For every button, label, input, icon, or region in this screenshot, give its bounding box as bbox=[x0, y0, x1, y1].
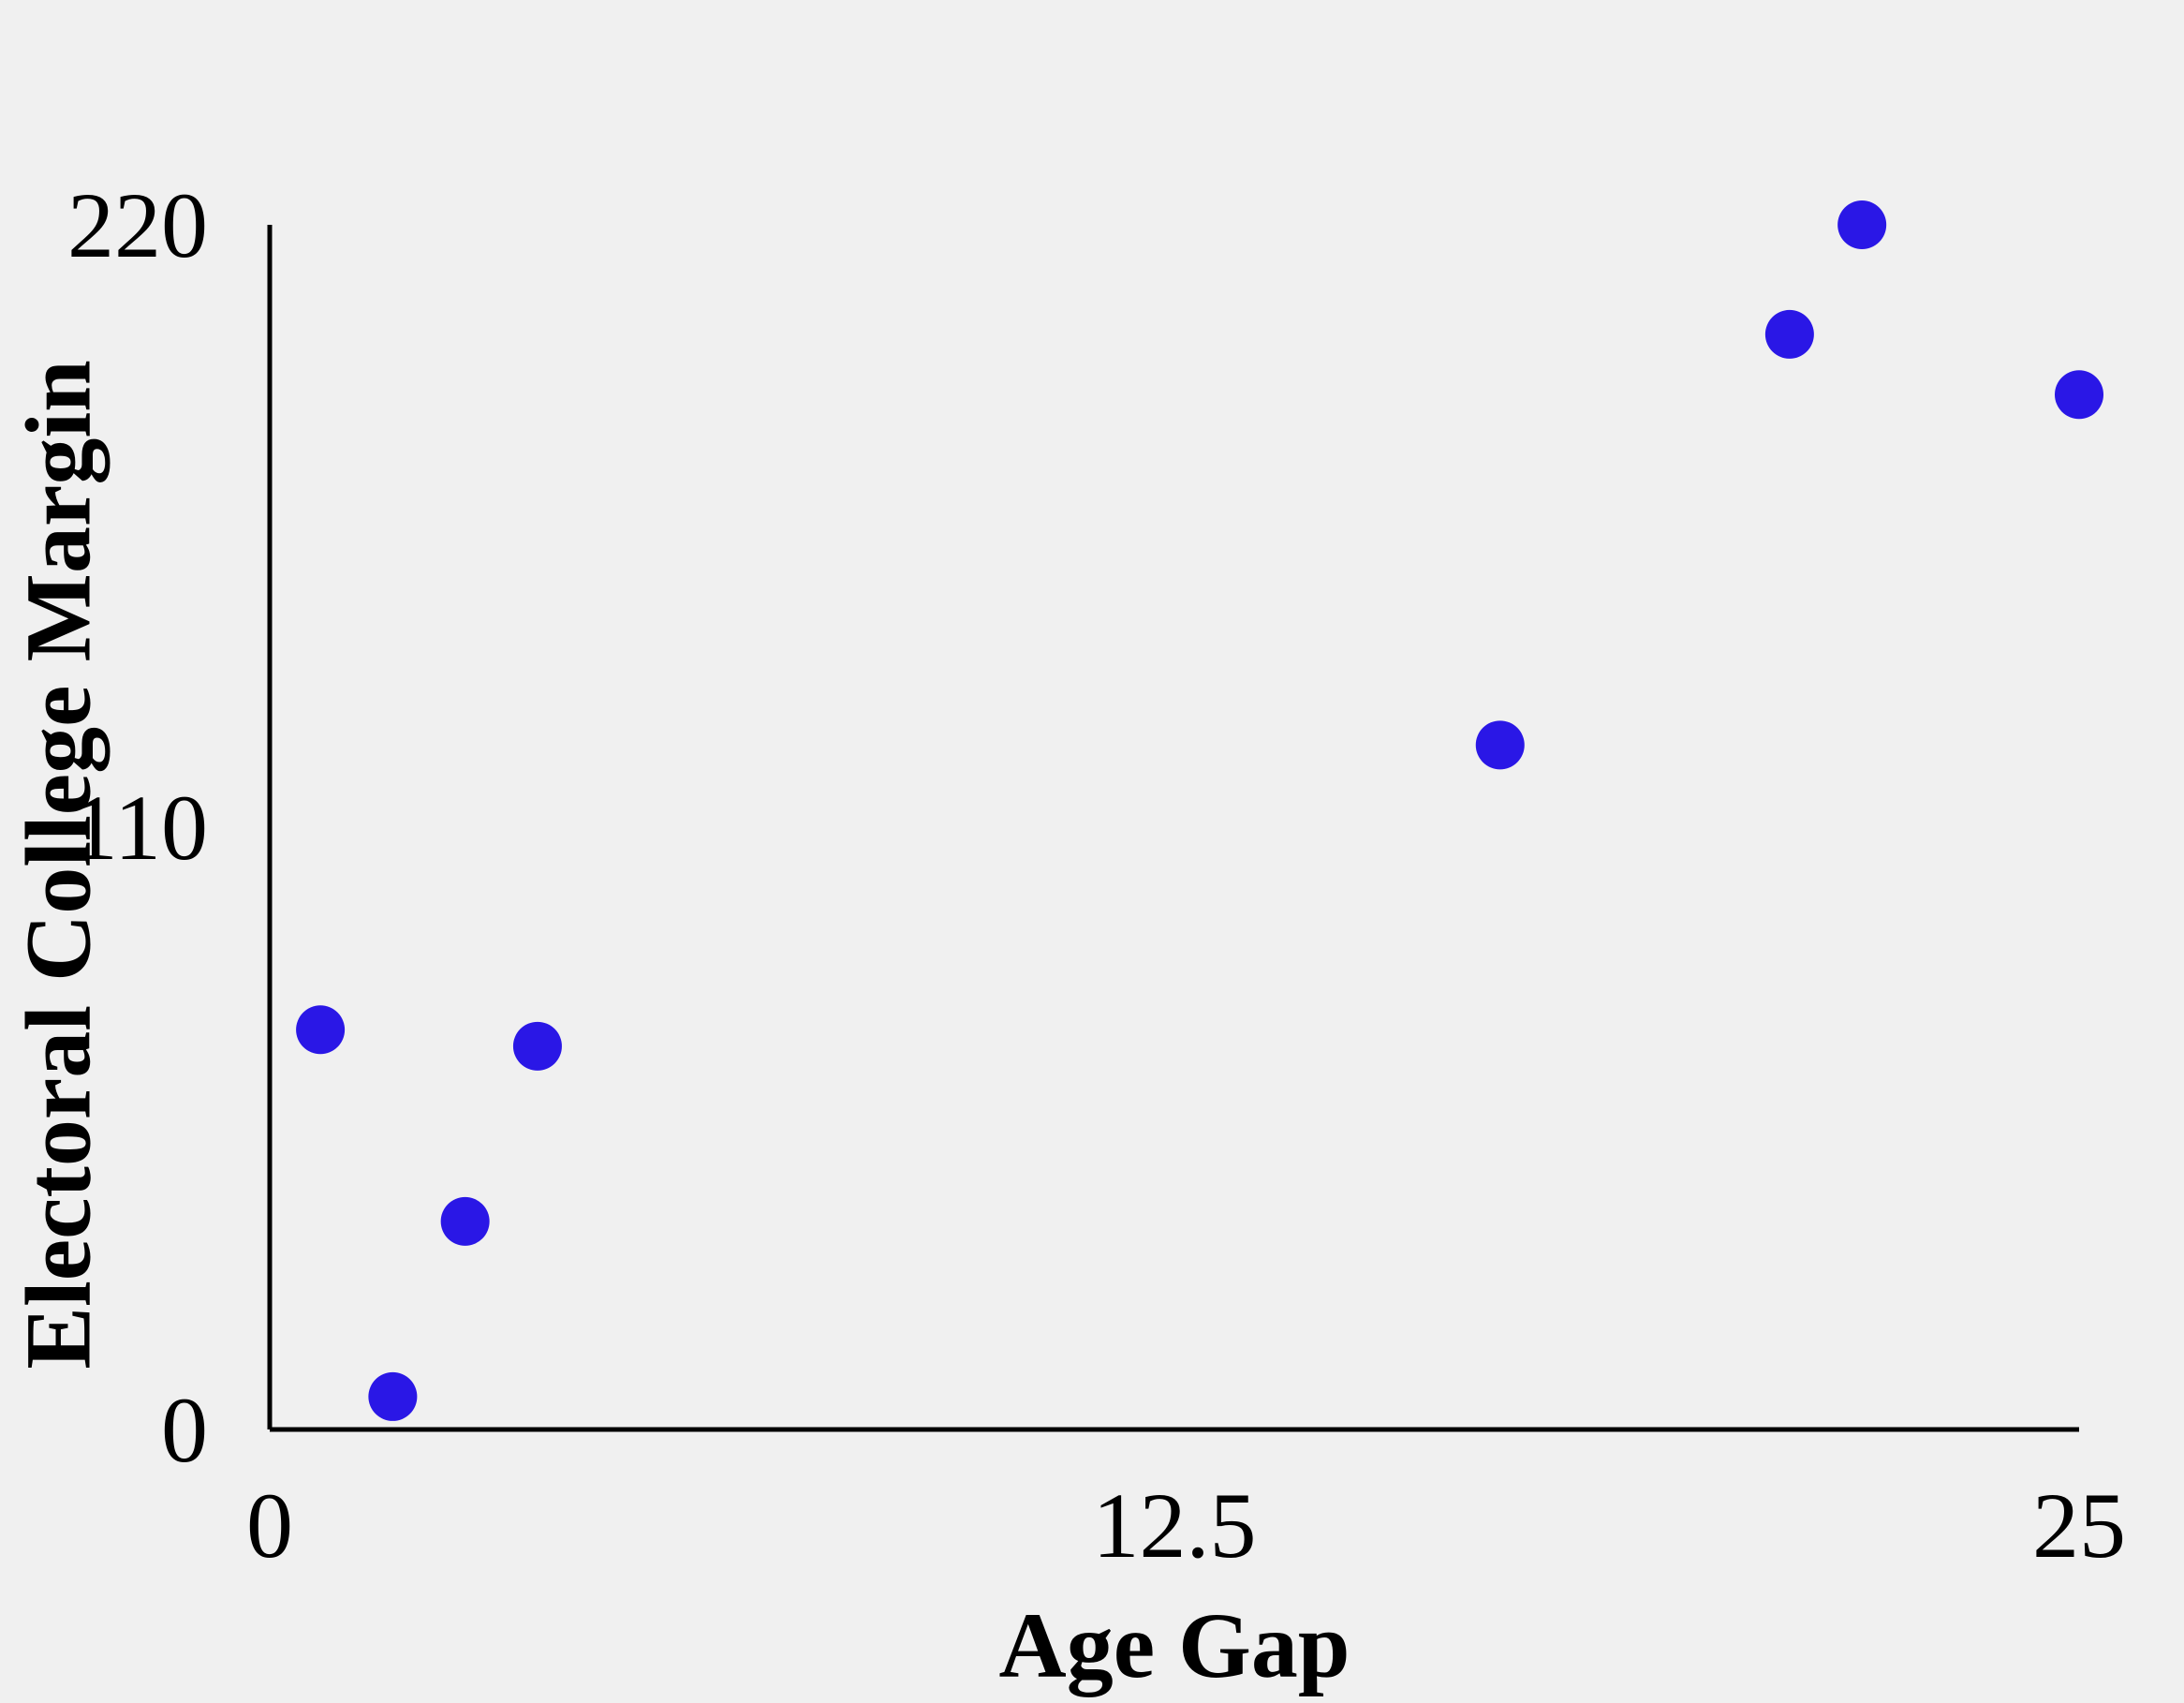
y-tick-label: 110 bbox=[71, 776, 208, 880]
data-point-7 bbox=[1837, 200, 1887, 249]
x-tick-label: 25 bbox=[2032, 1473, 2126, 1577]
data-point-4 bbox=[512, 1021, 562, 1071]
x-axis-title: Age Gap bbox=[999, 1593, 1350, 1697]
x-tick-label: 12.5 bbox=[1093, 1473, 1257, 1577]
x-tick-label: 0 bbox=[246, 1473, 293, 1577]
data-point-1 bbox=[296, 1005, 346, 1055]
data-points bbox=[296, 200, 2103, 1421]
y-tick-label: 0 bbox=[161, 1378, 208, 1482]
y-tick-label: 220 bbox=[67, 173, 208, 277]
data-point-8 bbox=[2055, 370, 2103, 420]
x-tick-labels: 0 12.5 25 bbox=[246, 1473, 2126, 1577]
data-point-2 bbox=[368, 1371, 418, 1421]
data-point-3 bbox=[440, 1196, 490, 1246]
y-axis-title: Electoral College Margin bbox=[7, 360, 111, 1369]
data-point-5 bbox=[1475, 720, 1525, 770]
data-point-6 bbox=[1764, 309, 1814, 359]
y-tick-labels: 0 110 220 bbox=[67, 173, 208, 1482]
